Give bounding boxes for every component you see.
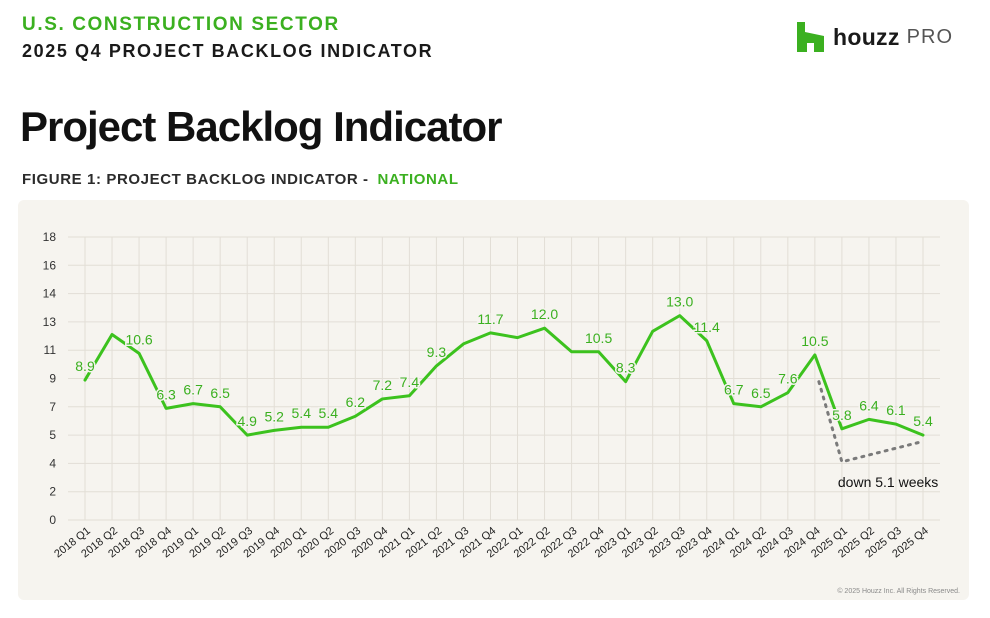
data-label: 5.4 [913,413,933,429]
y-tick-label: 2 [49,485,56,499]
chart-panel: 0 2 4 5 7 9 11 13 14 16 18 2018 Q1 2018 Q2 2018 Q3 201… [18,200,969,600]
data-label: 11.4 [694,319,720,335]
logo-wordmark: houzz [833,23,900,50]
series-line [83,314,925,437]
figure-highlight: NATIONAL [377,171,459,188]
y-tick-label: 16 [43,258,57,272]
houzz-pro-logo[interactable]: houzz PRO [797,22,953,52]
data-label: 6.2 [346,394,366,410]
y-tick-label: 11 [44,343,57,357]
data-label: 10.5 [801,333,828,349]
data-label: 7.2 [373,377,393,393]
data-label: 5.2 [264,408,284,424]
data-label: 10.6 [125,331,152,347]
data-label: 6.7 [183,382,203,398]
data-label: 6.4 [859,397,879,413]
data-label: 11.7 [477,311,503,327]
data-label: 5.4 [292,405,312,421]
y-tick-label: 7 [49,400,56,414]
data-label: 8.3 [616,360,636,376]
y-tick-label: 14 [43,287,57,301]
header-kicker: U.S. CONSTRUCTION SECTOR [22,14,340,35]
y-tick-label: 13 [43,315,57,329]
y-tick-label: 0 [49,513,56,527]
annotation-label: down 5.1 weeks [838,474,938,490]
figure-title: FIGURE 1: PROJECT BACKLOG INDICATOR - NA… [22,171,459,188]
data-label: 13.0 [666,294,693,310]
data-label: 6.1 [886,402,906,418]
data-label: 9.3 [427,344,447,360]
data-label: 7.4 [400,374,420,390]
data-label: 7.6 [778,371,798,387]
data-label: 10.5 [585,330,612,346]
data-label: 6.3 [156,386,176,402]
data-label: 6.7 [724,382,744,398]
y-tick-label: 4 [49,456,56,470]
y-tick-label: 5 [49,428,56,442]
page-title: Project Backlog Indicator [20,103,502,150]
data-label: 5.4 [319,405,339,421]
data-label: 6.5 [210,385,230,401]
y-tick-label: 18 [43,230,57,244]
copyright-notice: © 2025 Houzz Inc. All Rights Reserved. [837,588,960,595]
figure-label: FIGURE 1: PROJECT BACKLOG INDICATOR - [22,171,369,188]
trend-annotation-path [817,380,925,464]
data-label: 12.0 [531,306,558,322]
data-label: 6.5 [751,385,771,401]
data-label: 5.8 [832,407,852,423]
houzz-house-icon [797,22,824,52]
data-label: 4.9 [237,413,257,429]
data-label: 8.9 [75,358,95,374]
logo-suffix: PRO [906,25,953,48]
y-tick-label: 9 [49,372,56,386]
header-subtitle: 2025 Q4 PROJECT BACKLOG INDICATOR [22,41,434,61]
